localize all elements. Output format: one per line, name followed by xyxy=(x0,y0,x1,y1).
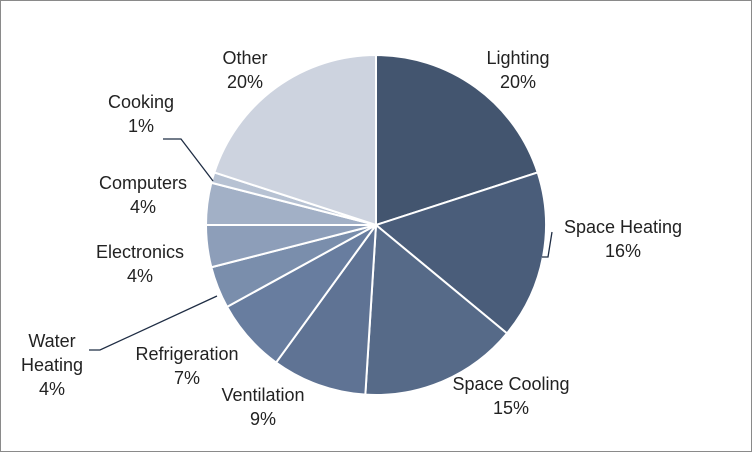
slice-label-line: Water xyxy=(28,331,75,351)
slice-label-line: Heating xyxy=(21,355,83,375)
slice-label-line: Computers xyxy=(99,173,187,193)
slice-label-line: 1% xyxy=(128,116,154,136)
slice-label-line: Lighting xyxy=(486,48,549,68)
slice-label-line: 15% xyxy=(493,398,529,418)
pie-slice-other xyxy=(213,54,377,226)
slice-label-line: Electronics xyxy=(96,242,184,262)
pie-slice-space-cooling xyxy=(364,224,508,396)
slice-label-line: 16% xyxy=(605,241,641,261)
slice-labels: Lighting 20% Space Heating 16% Space Cooling… xyxy=(21,48,682,429)
slice-label-line: Ventilation xyxy=(221,385,304,405)
slice-label-line: 9% xyxy=(250,409,276,429)
slice-label-computers: Computers 4% xyxy=(99,173,187,217)
slice-label-lighting: Lighting 20% xyxy=(486,48,549,92)
pie-slice-lighting xyxy=(375,54,539,226)
slice-label-line: 20% xyxy=(500,72,536,92)
slice-label-line: 4% xyxy=(127,266,153,286)
slice-label-water-heating: Water Heating 4% xyxy=(21,331,83,399)
slice-label-ventilation: Ventilation 9% xyxy=(221,385,304,429)
pie-slices xyxy=(205,54,547,396)
slice-label-electronics: Electronics 4% xyxy=(96,242,184,286)
slice-label-refrigeration: Refrigeration 7% xyxy=(135,344,238,388)
leader-line-water-heating xyxy=(89,295,218,351)
slice-label-line: Other xyxy=(222,48,267,68)
slice-label-line: Space Heating xyxy=(564,217,682,237)
slice-label-line: 7% xyxy=(174,368,200,388)
pie-slice-ventilation xyxy=(275,224,377,396)
slice-label-cooking: Cooking 1% xyxy=(108,92,174,136)
leader-line-space-heating xyxy=(542,231,553,258)
slice-label-line: 4% xyxy=(39,379,65,399)
leader-line-cooking xyxy=(163,138,214,182)
slice-label-other: Other 20% xyxy=(222,48,267,92)
slice-label-line: Cooking xyxy=(108,92,174,112)
slice-label-space-cooling: Space Cooling 15% xyxy=(452,374,569,418)
slice-label-line: 4% xyxy=(130,197,156,217)
slice-label-line: Refrigeration xyxy=(135,344,238,364)
slice-label-space-heating: Space Heating 16% xyxy=(564,217,682,261)
slice-label-line: 20% xyxy=(227,72,263,92)
slice-label-line: Space Cooling xyxy=(452,374,569,394)
leader-lines xyxy=(89,138,553,351)
